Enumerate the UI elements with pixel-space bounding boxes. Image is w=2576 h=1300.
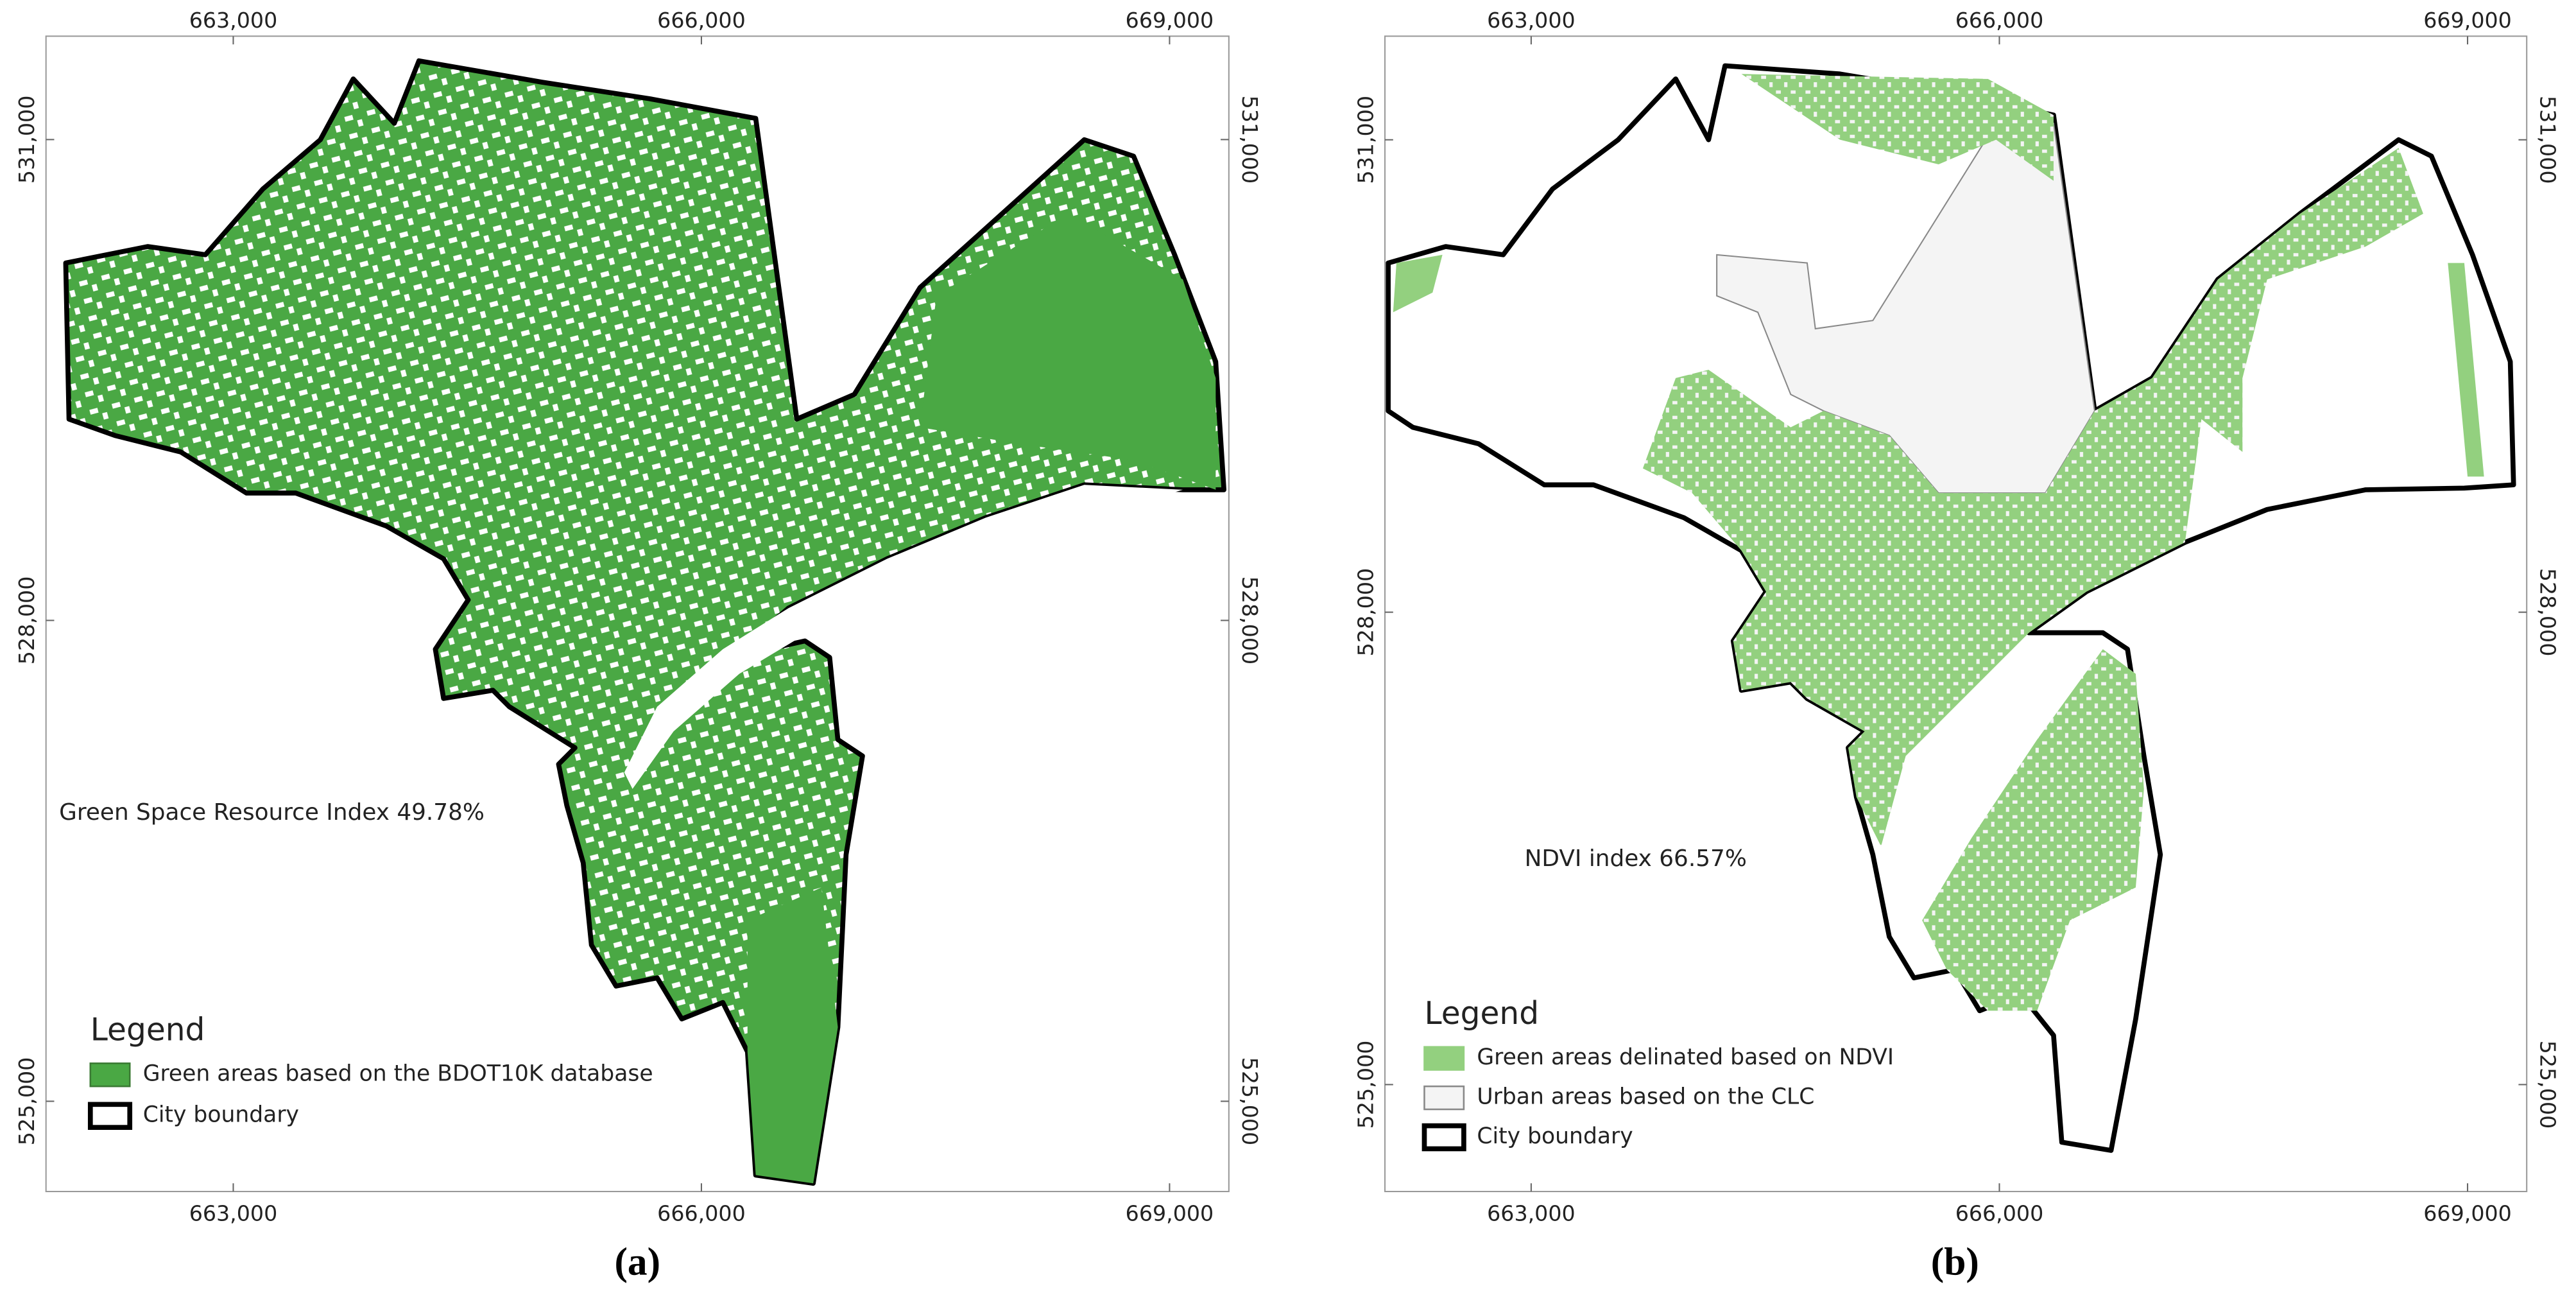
green-areas	[1741, 74, 2054, 181]
green-areas	[1922, 649, 2144, 1011]
green-block	[747, 887, 838, 1184]
x-tick-label: 666,000	[1955, 8, 2044, 33]
x-tick-label: 669,000	[2423, 1200, 2512, 1226]
x-tick-label: 663,000	[189, 1200, 278, 1226]
green-areas	[1393, 254, 1443, 313]
x-tick-label: 663,000	[189, 8, 278, 33]
legend-label: City boundary	[143, 1102, 299, 1128]
legend-swatch	[89, 1062, 131, 1088]
y-tick-label: 531,000	[1237, 96, 1262, 184]
y-tick-label: 525,000	[2535, 1041, 2560, 1129]
legend-swatch	[87, 1102, 133, 1131]
y-tick-label: 528,000	[1353, 568, 1378, 657]
panel-label: (a)	[614, 1240, 660, 1283]
panel-label: (b)	[1931, 1240, 1979, 1283]
y-tick-label: 525,000	[1353, 1041, 1378, 1129]
y-tick-label: 528,000	[1237, 576, 1262, 665]
green-areas	[1642, 148, 2423, 847]
x-tick-label: 669,000	[1126, 1200, 1214, 1226]
y-tick-label: 531,000	[2535, 96, 2560, 184]
y-tick-label: 531,000	[14, 96, 39, 184]
green-areas	[2448, 263, 2484, 477]
index-text: Green Space Resource Index 49.78%	[59, 799, 485, 826]
green-block	[920, 213, 1216, 490]
legend-label: Urban areas based on the CLC	[1477, 1084, 1814, 1110]
legend-swatch	[1423, 1046, 1465, 1071]
legend-label: Green areas delinated based on NDVI	[1477, 1044, 1894, 1070]
map-frame	[1384, 35, 2528, 1193]
y-tick-label: 528,000	[14, 576, 39, 665]
x-tick-label: 666,000	[657, 8, 746, 33]
legend-label: Green areas based on the BDOT10K databas…	[143, 1061, 653, 1087]
map-frame	[45, 35, 1230, 1193]
x-tick-label: 666,000	[657, 1200, 746, 1226]
y-tick-label: 525,000	[14, 1057, 39, 1146]
legend-swatch	[1423, 1085, 1465, 1111]
map-a	[63, 58, 1227, 1186]
legend-label: City boundary	[1477, 1123, 1633, 1149]
index-text: NDVI index 66.57%	[1525, 845, 1747, 872]
legend-title: Legend	[1424, 996, 1539, 1032]
map-b	[1386, 63, 2516, 1153]
x-tick-label: 663,000	[1487, 1200, 1576, 1226]
legend-title: Legend	[90, 1012, 205, 1048]
y-tick-label: 528,000	[2535, 568, 2560, 657]
y-tick-label: 531,000	[1353, 96, 1378, 184]
x-tick-label: 663,000	[1487, 8, 1576, 33]
x-tick-label: 669,000	[2423, 8, 2512, 33]
x-tick-label: 669,000	[1126, 8, 1214, 33]
x-tick-label: 666,000	[1955, 1200, 2044, 1226]
legend-swatch	[1421, 1123, 1466, 1152]
y-tick-label: 525,000	[1237, 1057, 1262, 1146]
